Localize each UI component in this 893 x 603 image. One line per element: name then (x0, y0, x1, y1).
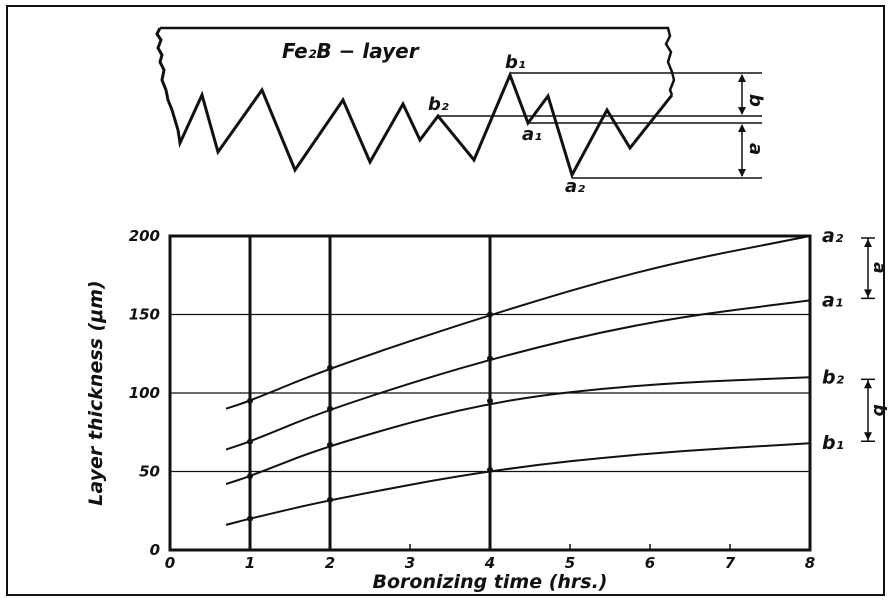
series-line (225, 235, 811, 410)
dim-b-label: b (745, 94, 766, 107)
dim-a-right-head-bottom (864, 289, 872, 298)
dim-a-arrowhead-top (738, 124, 746, 132)
x-tick-label: 5 (565, 554, 575, 572)
dim-a-arrowhead-bottom (738, 169, 746, 177)
schematic-title: Fe₂B − layer (282, 39, 420, 63)
data-point (327, 496, 333, 503)
series-label: b₂ (822, 366, 845, 388)
label-b2: b₂ (428, 94, 449, 115)
series-line (225, 299, 811, 451)
y-tick-label: 0 (150, 541, 160, 559)
chart: a₂ a₁ b₂ b₁ 0 1 2 3 4 5 6 7 8 0 50 100 150 200 Boronizin… (85, 225, 889, 593)
x-tick-label: 2 (325, 554, 335, 572)
x-tick-label: 6 (645, 554, 655, 572)
dim-b-arrowhead-top (738, 74, 746, 82)
y-tick-label: 50 (139, 463, 160, 481)
series-line (225, 376, 811, 486)
chart-grid (168, 234, 812, 552)
data-point (247, 438, 253, 445)
chart-ticks: 0 1 2 3 4 5 6 7 8 0 50 100 150 200 (129, 227, 816, 572)
series-label: a₁ (822, 289, 843, 311)
dim-b-right-label: b (869, 404, 889, 416)
dim-a-right-head-top (864, 239, 872, 247)
figure-frame (6, 5, 885, 596)
data-point (247, 515, 253, 522)
series-line (225, 442, 811, 526)
x-tick-label: 3 (405, 554, 415, 572)
dim-b-arrowhead-bottom (738, 107, 746, 115)
y-axis-label: Layer thickness (μm) (85, 280, 107, 505)
data-point (327, 441, 333, 448)
data-point (487, 355, 493, 362)
chart-right-dims: ab (861, 237, 889, 442)
x-axis-label: Boronizing time (hrs.) (373, 571, 608, 593)
data-point (247, 397, 253, 404)
schematic: b a Fe₂B − layer b₁ b₂ a₁ a₂ (155, 26, 766, 197)
dim-b-right-head-bottom (864, 432, 872, 441)
x-tick-label: 1 (245, 554, 255, 572)
dim-a-right-label: a (869, 262, 889, 273)
x-tick-label: 4 (484, 554, 495, 572)
series-label: a₂ (822, 225, 844, 247)
x-tick-label: 7 (725, 554, 736, 572)
y-tick-label: 150 (129, 306, 160, 324)
chart-series: a₂ a₁ b₂ b₁ (225, 225, 845, 526)
y-tick-label: 200 (129, 227, 160, 245)
series-label: b₁ (822, 432, 844, 454)
x-tick-label: 8 (805, 554, 815, 572)
dim-a-label: a (745, 143, 766, 155)
label-b1: b₁ (505, 52, 526, 73)
y-tick-label: 100 (129, 384, 160, 402)
data-point (487, 397, 493, 404)
x-tick-label: 0 (165, 554, 175, 572)
data-point (327, 405, 333, 412)
data-point (487, 466, 493, 473)
layer-top-boundary (160, 26, 676, 96)
data-point (487, 311, 493, 318)
label-a1: a₁ (522, 124, 542, 145)
dim-b-right-head-top (864, 380, 872, 389)
data-point (327, 364, 333, 371)
data-point (247, 473, 253, 480)
label-a2: a₂ (565, 176, 585, 197)
